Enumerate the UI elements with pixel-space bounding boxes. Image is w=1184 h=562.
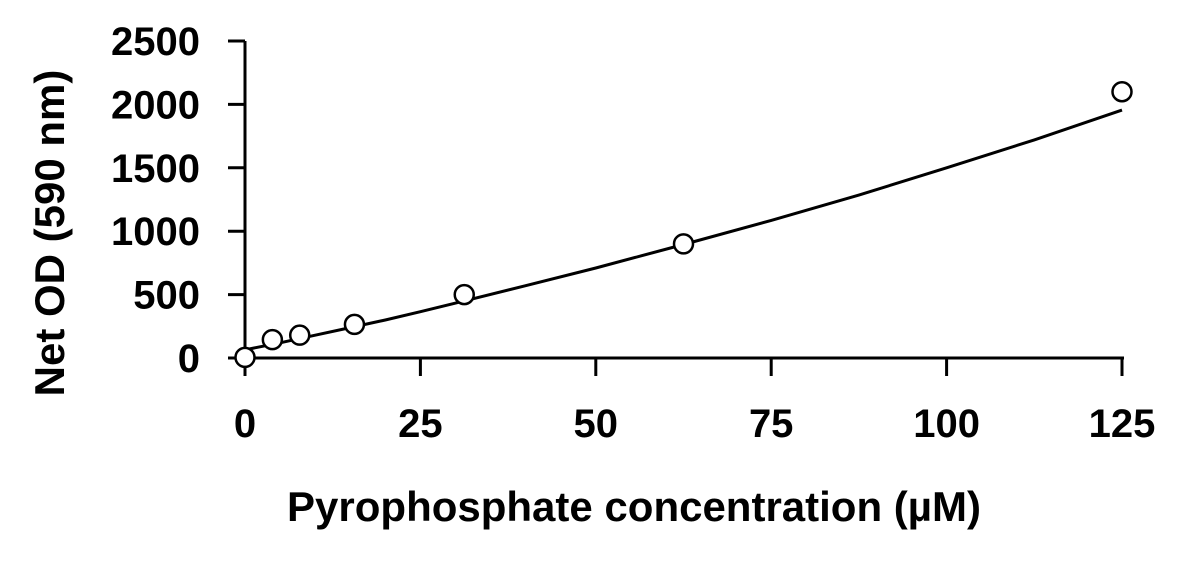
x-tick-label: 100: [913, 402, 980, 446]
y-axis-title: Net OD (590 nm): [26, 70, 73, 397]
x-tick-label: 75: [749, 402, 794, 446]
fit-curve: [244, 108, 1123, 352]
x-tick-label: 25: [398, 402, 443, 446]
axes: [243, 41, 1124, 376]
x-tick-label: 50: [574, 402, 619, 446]
data-point: [288, 324, 311, 346]
data-point: [672, 233, 695, 255]
data-point: [1111, 80, 1133, 103]
ticks: [228, 39, 1124, 376]
x-axis-title: Pyrophosphate concentration (µM): [287, 483, 981, 530]
fit-curve-group: [244, 108, 1123, 352]
data-point: [234, 346, 256, 369]
x-tick-label: 0: [234, 402, 256, 446]
data-point: [343, 313, 366, 336]
tick-labels: 0 25 50 75 100 125 0 500 1000 1500 2000 2500: [111, 20, 1155, 446]
y-tick-label: 1000: [111, 210, 200, 254]
data-points: [234, 80, 1133, 369]
y-tick-label: 1500: [111, 147, 200, 191]
y-tick-label: 500: [133, 274, 200, 318]
x-tick-label: 125: [1089, 402, 1156, 446]
y-tick-label: 2500: [111, 20, 200, 64]
data-point: [453, 283, 475, 306]
data-point: [261, 328, 284, 351]
y-tick-label: 0: [178, 337, 200, 381]
y-tick-label: 2000: [111, 83, 200, 127]
